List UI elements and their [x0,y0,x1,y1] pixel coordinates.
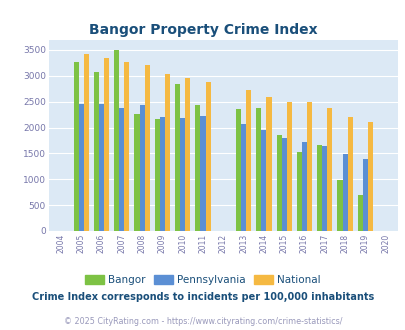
Bar [134,114,139,231]
Bar [326,108,332,231]
Bar [195,105,200,231]
Bar [306,102,311,231]
Text: Crime Index corresponds to incidents per 100,000 inhabitants: Crime Index corresponds to incidents per… [32,292,373,302]
Bar [322,146,326,231]
Bar [347,117,352,231]
Bar [119,108,124,231]
Bar [160,117,164,231]
Bar [83,53,89,231]
Bar [281,138,286,231]
Bar [286,102,291,231]
Bar [205,82,210,231]
Bar [164,74,170,231]
Bar [144,65,149,231]
Bar [276,135,281,231]
Bar [266,96,271,231]
Bar [362,159,367,231]
Legend: Bangor, Pennsylvania, National: Bangor, Pennsylvania, National [81,271,324,289]
Bar [124,62,129,231]
Bar [139,105,144,231]
Bar [261,130,266,231]
Bar [316,145,322,231]
Bar [367,122,372,231]
Bar [235,109,241,231]
Bar [301,142,306,231]
Bar [185,79,190,231]
Bar [180,118,185,231]
Bar [73,62,79,231]
Bar [256,108,261,231]
Bar [154,119,160,231]
Bar [296,152,301,231]
Bar [94,72,99,231]
Bar [357,195,362,231]
Bar [79,104,83,231]
Bar [245,90,251,231]
Bar [337,180,342,231]
Bar [104,58,109,231]
Bar [241,124,245,231]
Text: Bangor Property Crime Index: Bangor Property Crime Index [88,23,317,37]
Bar [342,154,347,231]
Bar [175,83,180,231]
Bar [200,115,205,231]
Text: © 2025 CityRating.com - https://www.cityrating.com/crime-statistics/: © 2025 CityRating.com - https://www.city… [64,317,341,326]
Bar [99,104,104,231]
Bar [114,50,119,231]
